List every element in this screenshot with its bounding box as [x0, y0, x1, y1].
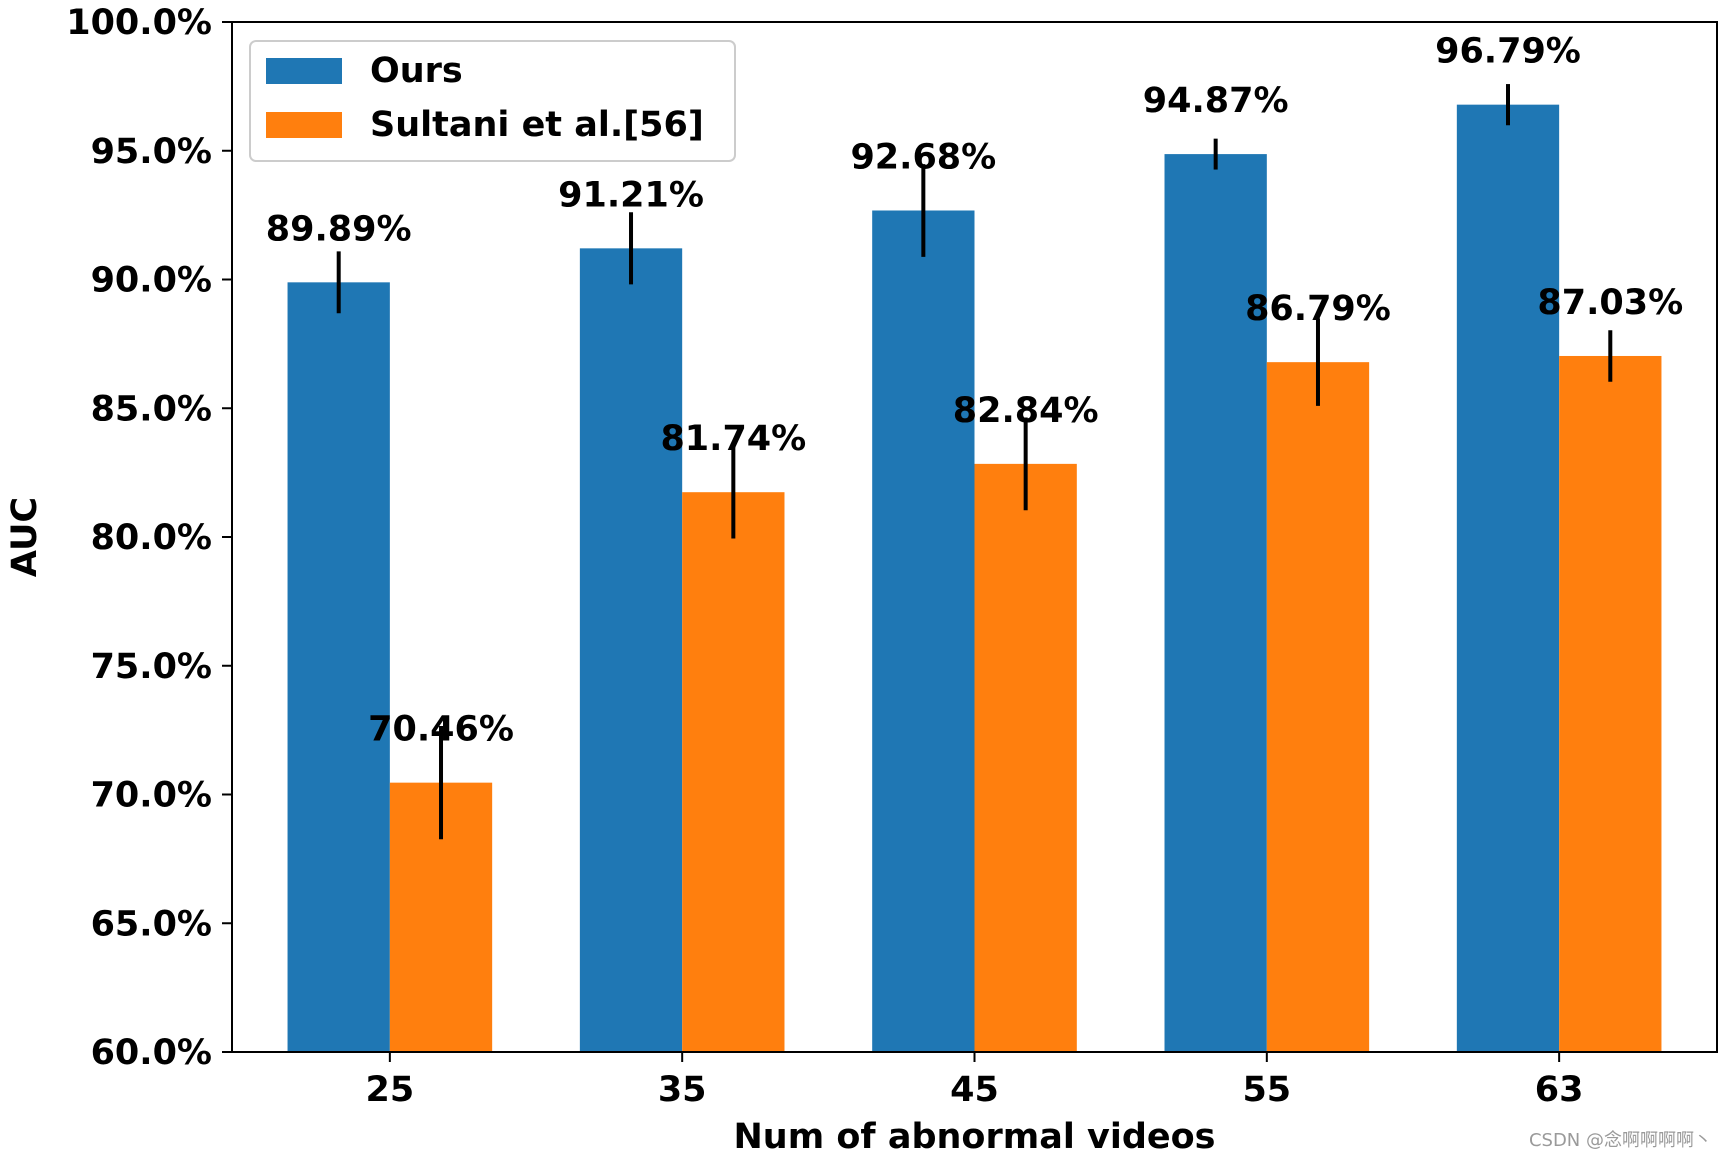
bar-ours-35	[579, 248, 683, 1052]
data-label-ours-55: 94.87%	[1143, 81, 1289, 121]
data-label-ours-63: 96.79%	[1435, 32, 1581, 72]
data-labels-layer: 89.89% 91.21% 92.68% 94.87% 96.79% 70.46% 81.7…	[266, 32, 1683, 750]
data-label-sultani-et-al-56-35: 81.74%	[660, 419, 806, 459]
bar-ours-25	[287, 282, 390, 1052]
data-label-sultani-et-al-56-45: 82.84%	[953, 391, 1099, 431]
data-label-ours-45: 92.68%	[850, 137, 996, 177]
bar-sultani-et-al-56-55	[1266, 362, 1370, 1053]
y-tick-label: 100.0%	[66, 3, 212, 43]
data-label-sultani-et-al-56-55: 86.79%	[1245, 289, 1391, 329]
data-label-sultani-et-al-56-63: 87.03%	[1537, 283, 1683, 323]
y-tick-label: 90.0%	[91, 261, 212, 301]
bar-ours-63	[1456, 104, 1560, 1053]
bar-sultani-et-al-56-45	[974, 463, 1077, 1052]
x-tick-label-55: 55	[1242, 1070, 1291, 1110]
y-tick-label: 85.0%	[91, 389, 212, 429]
data-label-ours-35: 91.21%	[558, 175, 704, 215]
axes-layer: 60.0% 65.0% 70.0% 75.0% 80.0% 85.0% 90.0% 95.0%…	[66, 3, 1718, 1110]
legend-swatch-sultani	[266, 112, 342, 138]
x-tick-label-25: 25	[365, 1070, 414, 1110]
legend-swatch-ours	[266, 58, 342, 84]
error-bars-layer	[336, 84, 1613, 840]
bar-sultani-et-al-56-35	[682, 492, 785, 1052]
y-tick-label: 60.0%	[91, 1033, 212, 1073]
y-axis-title: AUC	[5, 497, 45, 577]
x-tick-label-45: 45	[950, 1070, 999, 1110]
data-label-ours-25: 89.89%	[266, 209, 412, 249]
legend-box	[249, 40, 736, 162]
y-tick-label: 95.0%	[91, 132, 212, 172]
y-tick-label: 70.0%	[91, 776, 212, 816]
y-tick-label: 65.0%	[91, 904, 212, 944]
x-axis-title: Num of abnormal videos	[734, 1117, 1216, 1156]
x-tick-label-63: 63	[1535, 1070, 1584, 1110]
legend: Ours Sultani et al.[56]	[249, 40, 736, 162]
legend-label-sultani: Sultani et al.[56]	[370, 105, 704, 145]
y-tick-label: 80.0%	[91, 518, 212, 558]
bar-sultani-et-al-56-63	[1559, 355, 1662, 1052]
bar-ours-55	[1164, 154, 1267, 1052]
legend-label-ours: Ours	[370, 51, 463, 91]
data-label-sultani-et-al-56-25: 70.46%	[368, 710, 514, 750]
x-tick-label-35: 35	[658, 1070, 707, 1110]
watermark: CSDN @念啊啊啊啊丶	[1529, 1129, 1712, 1151]
bar-ours-45	[872, 210, 975, 1053]
bars-layer	[287, 104, 1662, 1053]
y-tick-label: 75.0%	[91, 647, 212, 687]
